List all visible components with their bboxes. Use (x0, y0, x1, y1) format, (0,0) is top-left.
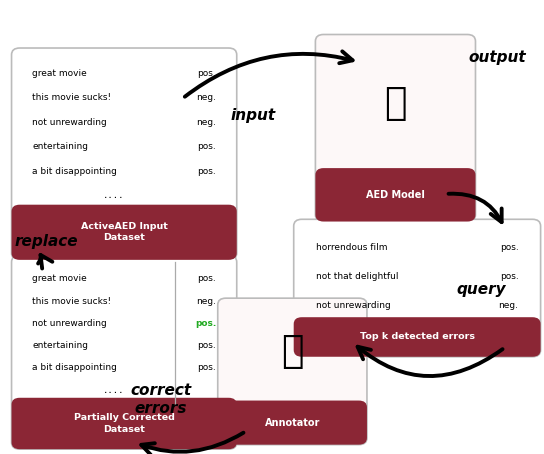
Text: 🤔: 🤔 (281, 334, 304, 370)
Text: pos.: pos. (197, 69, 216, 78)
Text: a bit disappointing: a bit disappointing (32, 167, 117, 176)
Text: pos.: pos. (195, 319, 216, 328)
Text: this movie sucks!: this movie sucks! (32, 296, 112, 306)
Text: correct
errors: correct errors (130, 383, 191, 416)
Bar (20, 212, 228, 234)
FancyBboxPatch shape (11, 255, 237, 449)
Text: input: input (231, 108, 276, 123)
Text: great movie: great movie (32, 274, 87, 283)
FancyBboxPatch shape (294, 317, 541, 357)
Text: query: query (456, 281, 506, 296)
Text: neg.: neg. (196, 118, 216, 127)
Text: pos.: pos. (197, 274, 216, 283)
FancyBboxPatch shape (294, 219, 541, 357)
Text: entertaining: entertaining (32, 341, 88, 350)
Text: a bit disappointing: a bit disappointing (32, 363, 117, 372)
FancyBboxPatch shape (218, 298, 367, 444)
Text: replace: replace (15, 234, 79, 249)
Text: neg.: neg. (499, 301, 518, 310)
Text: Partially Corrected
Dataset: Partially Corrected Dataset (73, 414, 175, 434)
Text: Annotator: Annotator (265, 418, 320, 428)
Text: 🤖: 🤖 (384, 85, 407, 122)
FancyBboxPatch shape (11, 205, 237, 260)
FancyBboxPatch shape (218, 400, 367, 444)
Text: pos.: pos. (197, 142, 216, 151)
Text: pos.: pos. (197, 167, 216, 176)
FancyBboxPatch shape (316, 168, 475, 222)
Text: pos.: pos. (500, 272, 518, 281)
Text: pos.: pos. (500, 243, 518, 252)
Text: neg.: neg. (196, 93, 216, 102)
Text: ActiveAED Input
Dataset: ActiveAED Input Dataset (81, 222, 168, 242)
Text: pos.: pos. (197, 363, 216, 372)
Text: great movie: great movie (32, 69, 87, 78)
Bar (226, 407, 359, 424)
Text: AED Model: AED Model (366, 190, 425, 200)
Text: Top k detected errors: Top k detected errors (360, 332, 475, 341)
Text: this movie sucks!: this movie sucks! (32, 93, 112, 102)
Bar (302, 324, 533, 338)
Text: neg.: neg. (196, 296, 216, 306)
Text: ....: .... (103, 385, 125, 395)
FancyBboxPatch shape (11, 398, 237, 449)
Text: ....: .... (103, 191, 125, 200)
Text: not unrewarding: not unrewarding (32, 319, 107, 328)
Bar (324, 175, 467, 197)
Text: horrendous film: horrendous film (316, 243, 387, 252)
Text: pos.: pos. (197, 341, 216, 350)
FancyBboxPatch shape (11, 48, 237, 260)
Text: not unrewarding: not unrewarding (316, 301, 391, 310)
Bar (20, 405, 228, 425)
Text: output: output (468, 49, 526, 64)
Text: entertaining: entertaining (32, 142, 88, 151)
FancyBboxPatch shape (316, 35, 475, 222)
Text: not unrewarding: not unrewarding (32, 118, 107, 127)
Text: not that delightful: not that delightful (316, 272, 398, 281)
